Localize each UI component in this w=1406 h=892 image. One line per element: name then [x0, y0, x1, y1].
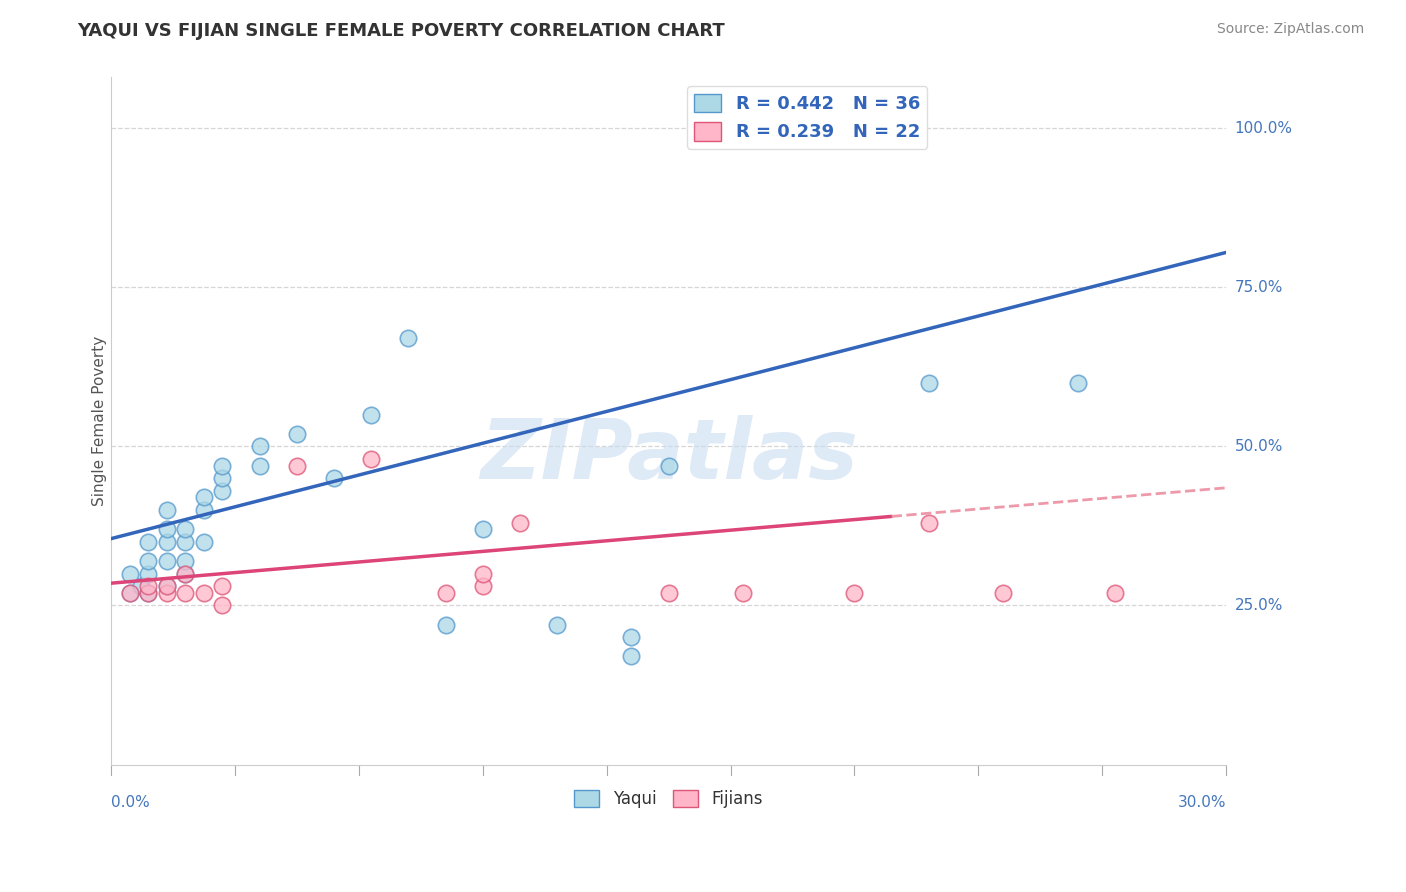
Legend: Yaqui, Fijians: Yaqui, Fijians: [568, 783, 769, 814]
Point: [156, 579, 179, 593]
Text: Source: ZipAtlas.com: Source: ZipAtlas.com: [1216, 22, 1364, 37]
Point: [174, 554, 197, 568]
Point: [211, 599, 233, 613]
Point: [136, 566, 159, 581]
Point: [918, 516, 941, 530]
Point: [136, 554, 159, 568]
Point: [993, 586, 1015, 600]
Point: [136, 586, 159, 600]
Point: [118, 586, 141, 600]
Point: [156, 522, 179, 536]
Text: 75.0%: 75.0%: [1234, 280, 1282, 295]
Text: 0.0%: 0.0%: [111, 795, 149, 810]
Point: [193, 586, 215, 600]
Point: [285, 426, 308, 441]
Y-axis label: Single Female Poverty: Single Female Poverty: [93, 336, 107, 506]
Point: [211, 458, 233, 473]
Point: [360, 408, 382, 422]
Point: [1066, 376, 1088, 390]
Point: [174, 586, 197, 600]
Point: [396, 331, 419, 345]
Point: [731, 586, 754, 600]
Text: 100.0%: 100.0%: [1234, 120, 1292, 136]
Point: [211, 483, 233, 498]
Point: [471, 566, 494, 581]
Point: [174, 522, 197, 536]
Point: [193, 503, 215, 517]
Point: [249, 439, 271, 453]
Point: [156, 554, 179, 568]
Point: [211, 579, 233, 593]
Point: [509, 516, 531, 530]
Point: [136, 586, 159, 600]
Point: [471, 522, 494, 536]
Point: [193, 534, 215, 549]
Text: 30.0%: 30.0%: [1178, 795, 1226, 810]
Point: [193, 491, 215, 505]
Text: 25.0%: 25.0%: [1234, 598, 1282, 613]
Point: [546, 617, 568, 632]
Point: [918, 376, 941, 390]
Point: [174, 534, 197, 549]
Point: [118, 566, 141, 581]
Point: [620, 630, 643, 644]
Point: [136, 579, 159, 593]
Point: [360, 452, 382, 467]
Point: [249, 458, 271, 473]
Point: [620, 649, 643, 664]
Text: YAQUI VS FIJIAN SINGLE FEMALE POVERTY CORRELATION CHART: YAQUI VS FIJIAN SINGLE FEMALE POVERTY CO…: [77, 22, 725, 40]
Point: [434, 586, 457, 600]
Point: [156, 579, 179, 593]
Point: [118, 586, 141, 600]
Point: [156, 586, 179, 600]
Point: [658, 586, 681, 600]
Point: [136, 534, 159, 549]
Point: [844, 586, 866, 600]
Point: [434, 617, 457, 632]
Point: [323, 471, 346, 485]
Text: ZIPatlas: ZIPatlas: [479, 415, 858, 496]
Point: [211, 471, 233, 485]
Point: [658, 458, 681, 473]
Point: [174, 566, 197, 581]
Point: [1104, 586, 1126, 600]
Point: [156, 503, 179, 517]
Point: [174, 566, 197, 581]
Point: [471, 579, 494, 593]
Text: 50.0%: 50.0%: [1234, 439, 1282, 454]
Point: [129, 579, 152, 593]
Point: [285, 458, 308, 473]
Point: [156, 534, 179, 549]
